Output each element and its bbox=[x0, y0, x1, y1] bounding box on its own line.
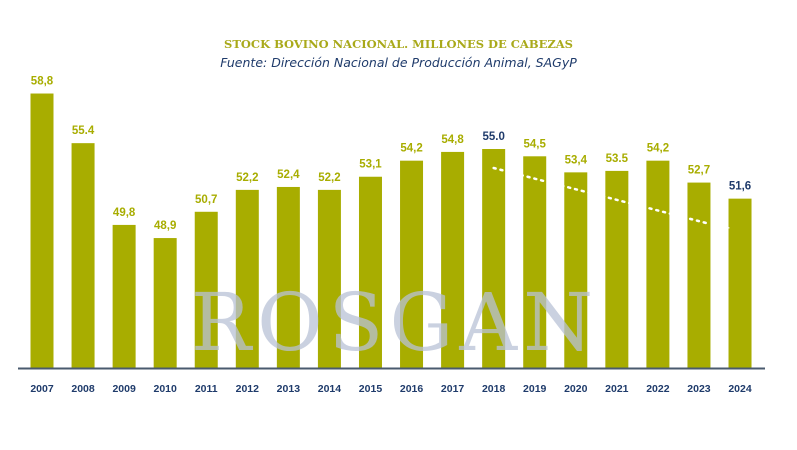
data-label-2011: 50,7 bbox=[195, 194, 217, 206]
bar-2013 bbox=[276, 186, 300, 368]
trend-dots bbox=[492, 166, 712, 226]
data-label-2017: 54,8 bbox=[441, 134, 464, 146]
bar-2012 bbox=[235, 189, 259, 368]
x-tick-label: 2019 bbox=[523, 383, 547, 395]
bar-2019 bbox=[523, 156, 547, 368]
x-tick-label: 2010 bbox=[154, 383, 178, 395]
data-label-2021: 53.5 bbox=[606, 153, 629, 165]
bar-2015 bbox=[358, 176, 382, 368]
bar-2016 bbox=[400, 160, 424, 368]
x-tick-label: 2022 bbox=[646, 383, 670, 395]
chart-subtitle: Fuente: Dirección Nacional de Producción… bbox=[220, 55, 577, 70]
x-tick-label: 2015 bbox=[359, 383, 383, 395]
bar-2011 bbox=[194, 211, 218, 368]
x-tick-label: 2016 bbox=[400, 383, 424, 395]
data-label-2020: 53,4 bbox=[565, 154, 588, 166]
x-tick-label: 2024 bbox=[728, 383, 752, 395]
bar-2017 bbox=[441, 151, 465, 368]
bar-2009 bbox=[112, 224, 136, 368]
x-tick-label: 2018 bbox=[482, 383, 506, 395]
bar-2023 bbox=[687, 182, 711, 368]
watermark-logo: ROSGAN bbox=[191, 276, 599, 369]
bar-2020 bbox=[564, 172, 588, 368]
data-label-2022: 54,2 bbox=[647, 143, 669, 155]
data-label-2009: 49,8 bbox=[113, 207, 136, 219]
x-tick-label: 2021 bbox=[605, 383, 629, 395]
x-tick-label: 2014 bbox=[318, 383, 342, 395]
bar-2022 bbox=[646, 160, 670, 368]
data-label-2013: 52,4 bbox=[277, 169, 300, 181]
data-label-2015: 53,1 bbox=[359, 159, 382, 171]
x-tick-label: 2017 bbox=[441, 383, 465, 395]
bar-2024 bbox=[728, 198, 752, 368]
x-tick-label: 2023 bbox=[687, 383, 711, 395]
bar-2014 bbox=[317, 189, 341, 368]
data-label-2016: 54,2 bbox=[400, 143, 422, 155]
bar-2021 bbox=[605, 170, 629, 368]
bar-2008 bbox=[71, 143, 95, 368]
trend-line bbox=[492, 166, 731, 232]
data-label-2019: 54,5 bbox=[524, 138, 547, 150]
x-tick-label: 2007 bbox=[30, 383, 54, 395]
x-tick-label: 2008 bbox=[71, 383, 95, 395]
data-label-2007: 58,8 bbox=[31, 76, 54, 88]
arrow-head-icon bbox=[718, 221, 731, 232]
bar-2007 bbox=[30, 93, 54, 369]
data-label-2008: 55.4 bbox=[72, 125, 95, 137]
data-label-2023: 52,7 bbox=[688, 165, 710, 177]
bar-2018 bbox=[482, 149, 506, 368]
x-tick-label: 2020 bbox=[564, 383, 588, 395]
data-label-2014: 52,2 bbox=[318, 172, 340, 184]
data-label-2010: 48,9 bbox=[154, 220, 176, 232]
x-tick-label: 2011 bbox=[195, 383, 218, 395]
data-label-2018: 55.0 bbox=[482, 131, 504, 143]
data-label-2024: 51,6 bbox=[729, 181, 751, 193]
bar-2010 bbox=[153, 238, 177, 368]
x-tick-label: 2012 bbox=[236, 383, 260, 395]
x-tick-label: 2013 bbox=[277, 383, 301, 395]
x-tick-label: 2009 bbox=[112, 383, 136, 395]
data-label-2012: 52,2 bbox=[236, 172, 258, 184]
chart-title: STOCK BOVINO NACIONAL. MILLONES DE CABEZ… bbox=[224, 37, 573, 51]
